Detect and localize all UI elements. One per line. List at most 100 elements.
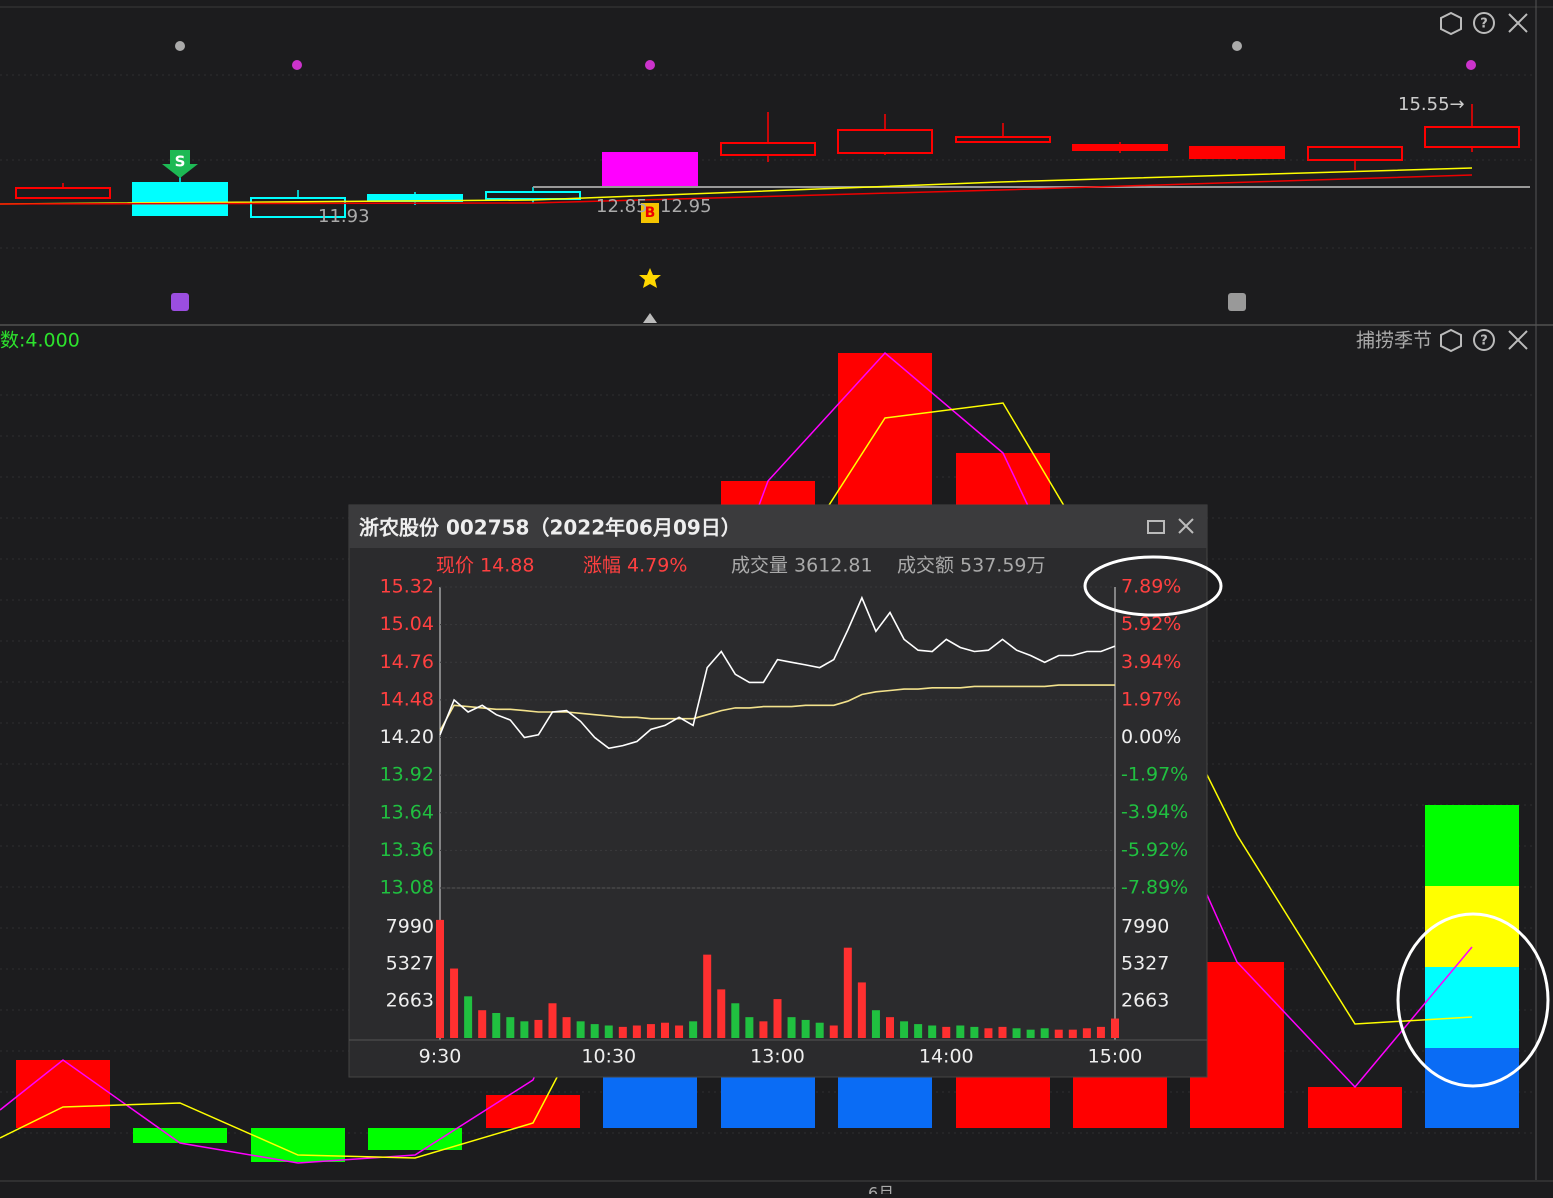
help-icon[interactable] [1473,12,1495,34]
candle-body [1307,146,1403,161]
help-icon[interactable] [1473,329,1495,351]
indicator-bar [1308,1087,1402,1128]
volume-bar [886,1017,894,1038]
volume-bar [436,919,444,1038]
candle-body [602,152,698,188]
volume-bar [1012,1028,1021,1038]
indicator-bar [1425,886,1519,967]
volume-bar [731,1003,740,1038]
y-tick-label: 13.92 [380,764,434,786]
volume-bar [478,1010,487,1038]
signal-arrow [162,150,198,178]
top-toolbar [1440,11,1528,353]
volume-bar [604,1025,613,1038]
popup-title: 浙农股份 002758（2022年06月09日） [359,516,741,540]
y-tick-label: 15.32 [380,576,434,598]
indicator-bar [16,1060,110,1128]
candle-body [485,191,581,200]
settings-icon[interactable] [1440,11,1462,36]
volume-bar [506,1017,515,1038]
marker-dot [1232,41,1242,51]
price-label: 12.85 [596,196,648,217]
y2-tick-label: 1.97% [1121,688,1181,710]
volume-bar [646,1024,655,1038]
signal-box [641,203,659,223]
ma-line [0,167,1473,205]
volume-bar [548,1003,557,1038]
volume-bar [590,1024,599,1038]
volume-bar [914,1024,923,1038]
volume-bar [843,947,852,1038]
volume-bar [703,954,712,1038]
marker-dot [645,60,655,70]
volume-bar [492,1012,501,1038]
volume-bar [829,1025,838,1038]
volume-bar [801,1019,810,1038]
y2-tick-label: -7.89% [1121,877,1188,899]
y2-tick-label: 5.92% [1121,613,1181,635]
y2-tick-label: -3.94% [1121,801,1188,823]
volume-bar [1096,1026,1105,1038]
close-icon[interactable] [1178,518,1194,534]
quote-price: 现价 14.88 [436,555,534,577]
marker-dot [1466,60,1476,70]
low-label: 11.93 [318,206,370,227]
quote-change: 涨幅 4.79% [583,555,687,577]
volume-bar [450,968,459,1038]
indicator-bar [368,1128,462,1150]
volume-tick-label: 2663 [386,990,434,1012]
volume-bar [1026,1029,1035,1038]
y-tick-label: 14.48 [380,688,434,710]
indicator-bar [1425,805,1519,886]
volume-bar [576,1021,585,1038]
volume-bar [520,1021,529,1038]
volume-bar [773,999,782,1038]
maximize-icon[interactable] [1147,520,1165,534]
close-icon[interactable] [1508,13,1528,33]
x-tick-label: 15:00 [1088,1046,1143,1068]
popup-body [348,504,1208,1078]
volume-bar [1040,1028,1049,1038]
indicator-param: 数:4.000 [0,330,80,352]
volume-bar [689,1021,698,1038]
settings-icon[interactable] [1440,328,1462,353]
volume-tick-label: 2663 [1121,990,1169,1012]
star-icon [639,268,661,288]
highlight-ellipse [1083,555,1223,617]
x-tick-label: 13:00 [750,1046,805,1068]
volume-bar [562,1017,571,1038]
volume-bar [717,989,726,1038]
x-tick-label: 10:30 [581,1046,636,1068]
volume-bar [956,1025,965,1038]
volume-bar [745,1017,754,1038]
volume-bar [534,1019,543,1038]
volume-tick-label: 5327 [386,952,434,974]
indicator-bar [1425,1048,1519,1128]
volume-bar [661,1022,669,1038]
volume-bar [857,982,866,1038]
indicator-bar [133,1128,227,1143]
candle-body [720,142,816,156]
candle-body [132,182,228,216]
volume-bar [900,1021,909,1038]
indicator-bar [1425,967,1519,1048]
help-glyph: ? [1480,17,1488,32]
y-tick-label: 14.76 [380,651,434,673]
volume-bar [942,1026,951,1038]
volume-tick-label: 7990 [386,915,434,937]
volume-bar [1054,1029,1063,1038]
volume-tick-label: 5327 [1121,952,1169,974]
indicator-bar [721,1077,815,1128]
candle-body [837,129,933,154]
close-icon[interactable] [1508,330,1528,350]
volume-bar [464,996,473,1038]
indicator-bar [603,1077,697,1128]
marker-dot [292,60,302,70]
highlight-ellipse [1396,912,1550,1088]
volume-bar [871,1010,880,1038]
candle-body [1072,144,1168,151]
candle-body [15,187,111,199]
volume-bar [675,1025,684,1038]
